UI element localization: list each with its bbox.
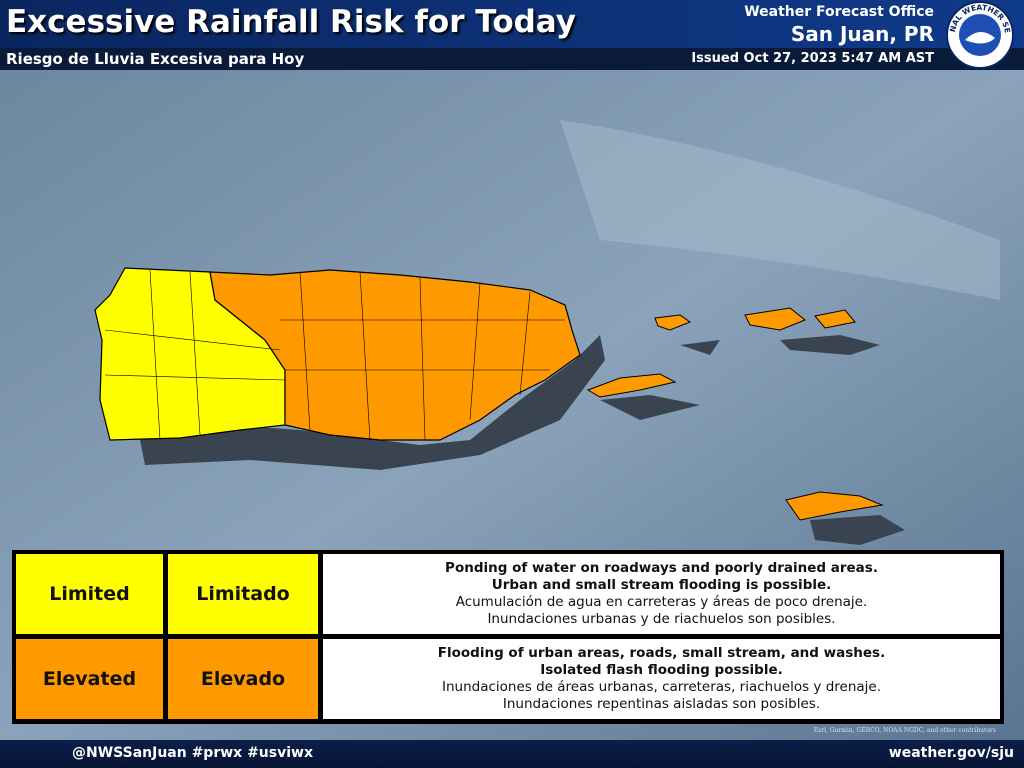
st-croix bbox=[785, 491, 884, 521]
website: weather.gov/sju bbox=[888, 745, 1014, 761]
risk-english: Limited bbox=[16, 554, 163, 634]
issued: Issued Oct 27, 2023 5:47 AM AST bbox=[691, 51, 934, 66]
legend: Limited Limitado Ponding of water on roadw… bbox=[12, 550, 1004, 724]
legend-row: Elevated Elevado Flooding of urban areas, … bbox=[16, 639, 1000, 719]
description-line: Urban and small stream flooding is possi… bbox=[491, 577, 832, 593]
description-line: Ponding of water on roadways and poorly … bbox=[445, 560, 878, 576]
legend-row: Limited Limitado Ponding of water on roadw… bbox=[16, 554, 1000, 634]
culebra bbox=[654, 314, 692, 331]
st-thomas-st-john bbox=[744, 307, 856, 331]
land-shadow bbox=[140, 335, 905, 545]
description-line: Flooding of urban areas, roads, small st… bbox=[437, 645, 886, 661]
description-line-es: Inundaciones urbanas y de riachuelos son… bbox=[487, 611, 836, 627]
risk-english: Elevated bbox=[16, 639, 163, 719]
social-handle: @NWSSanJuan #prwx #usviwx bbox=[72, 745, 313, 761]
risk-description: Ponding of water on roadways and poorly … bbox=[323, 554, 1000, 634]
shelf bbox=[560, 120, 1000, 300]
description-line-es: Inundaciones de áreas urbanas, carretera… bbox=[441, 679, 882, 695]
description-line-es: Inundaciones repentinas aisladas son pos… bbox=[502, 696, 821, 712]
risk-spanish: Limitado bbox=[168, 554, 318, 634]
location: San Juan, PR bbox=[790, 22, 934, 46]
title: Excessive Rainfall Risk for Today bbox=[6, 4, 576, 40]
description-line: Isolated flash flooding possible. bbox=[540, 662, 783, 678]
risk-description: Flooding of urban areas, roads, small st… bbox=[323, 639, 1000, 719]
header-band bbox=[0, 0, 1024, 48]
description-line-es: Acumulación de agua en carreteras y área… bbox=[455, 594, 868, 610]
attribution: Esri, Garmin, GEBCO, NOAA NGDC, and othe… bbox=[813, 727, 996, 734]
office: Weather Forecast Office bbox=[744, 4, 934, 20]
subheader-band bbox=[0, 48, 1024, 70]
risk-spanish: Elevado bbox=[168, 639, 318, 719]
footer: @NWSSanJuan #prwx #usviwx weather.gov/sj… bbox=[0, 740, 1024, 768]
vieques bbox=[586, 373, 677, 398]
subtitle: Riesgo de Lluvia Excesiva para Hoy bbox=[6, 50, 305, 68]
municipal-borders bbox=[104, 269, 565, 441]
